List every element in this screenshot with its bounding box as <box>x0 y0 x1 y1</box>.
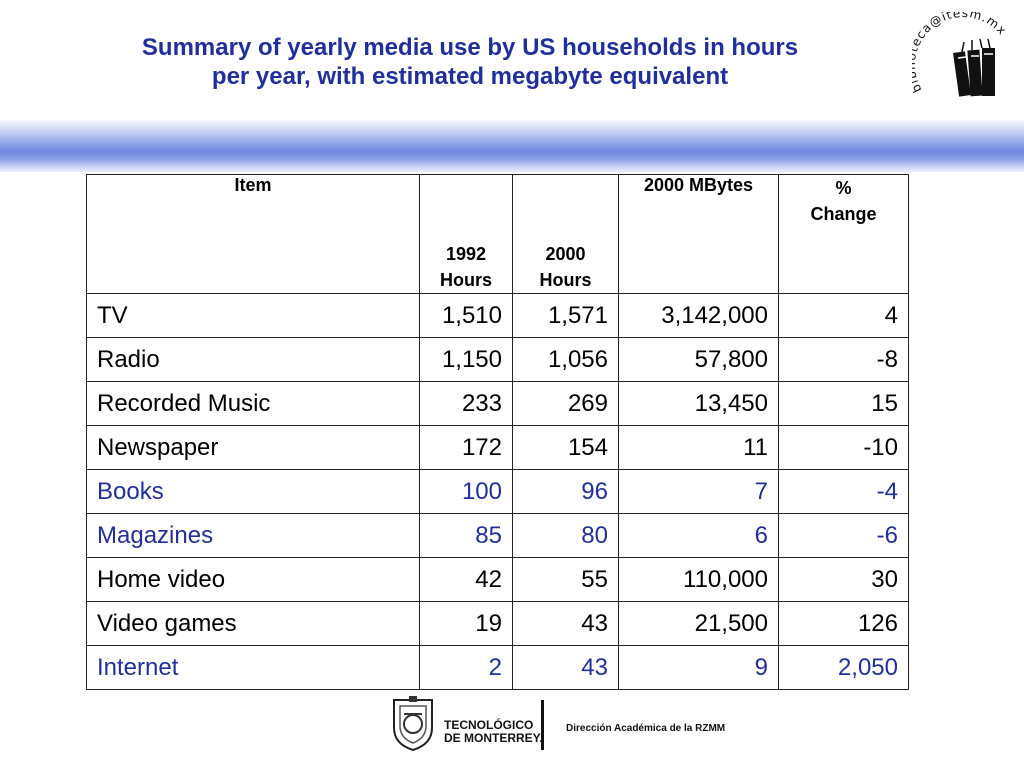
table-row: Recorded Music 233 269 13,450 15 <box>86 381 909 426</box>
cell-2000-mbytes: 7 <box>618 469 779 514</box>
cell-item: Radio <box>86 337 420 382</box>
cell-1992-hours: 85 <box>419 513 513 558</box>
header-2000-line2: Hours <box>539 270 592 290</box>
header-2000-line1: 2000 <box>545 244 586 264</box>
cell-item: TV <box>86 293 420 338</box>
cell-percent-change: 2,050 <box>778 645 909 690</box>
footer-brand: TECNOLÓGICO DE MONTERREY. <box>444 719 543 745</box>
table-row: Internet 2 43 9 2,050 <box>86 645 909 690</box>
decorative-blue-band <box>0 120 1024 172</box>
table-row: Magazines 85 80 6 -6 <box>86 513 909 558</box>
cell-1992-hours: 19 <box>419 601 513 646</box>
cell-2000-hours: 96 <box>512 469 619 514</box>
cell-percent-change: 126 <box>778 601 909 646</box>
cell-item: Internet <box>86 645 420 690</box>
table-body: TV 1,510 1,571 3,142,000 4 Radio 1,150 1,056 57,… <box>86 293 909 690</box>
header-1992-line1: 1992 <box>445 244 487 264</box>
footer-divider <box>541 700 544 750</box>
cell-1992-hours: 172 <box>419 425 513 470</box>
cell-2000-hours: 55 <box>512 557 619 602</box>
cell-2000-mbytes: 21,500 <box>618 601 779 646</box>
header-percent-change: % Change <box>778 174 909 294</box>
cell-1992-hours: 1,510 <box>419 293 513 338</box>
table-row: Newspaper 172 154 11 -10 <box>86 425 909 470</box>
cell-percent-change: -6 <box>778 513 909 558</box>
title-line-2: per year, with estimated megabyte equiva… <box>211 63 729 90</box>
cell-2000-hours: 43 <box>512 645 619 690</box>
title-line-1: Summary of yearly media use by US househ… <box>141 34 799 61</box>
cell-2000-mbytes: 6 <box>618 513 779 558</box>
header-item: Item <box>86 174 420 294</box>
cell-percent-change: 4 <box>778 293 909 338</box>
tec-shield-logo <box>393 696 433 752</box>
table-row: Radio 1,150 1,056 57,800 -8 <box>86 337 909 382</box>
cell-1992-hours: 233 <box>419 381 513 426</box>
header-2000-mbytes: 2000 MBytes <box>618 174 779 294</box>
cell-2000-hours: 154 <box>512 425 619 470</box>
cell-2000-mbytes: 9 <box>618 645 779 690</box>
table-row: Video games 19 43 21,500 126 <box>86 601 909 646</box>
slide-title: Summary of yearly media use by US househ… <box>40 33 900 91</box>
cell-2000-hours: 269 <box>512 381 619 426</box>
cell-2000-mbytes: 3,142,000 <box>618 293 779 338</box>
cell-2000-hours: 1,056 <box>512 337 619 382</box>
books-icon <box>952 38 995 97</box>
table-header-row: Item 1992 Hours 2000 Hours 2000 MBytes %… <box>86 174 909 294</box>
cell-item: Magazines <box>86 513 420 558</box>
library-logo: biblioteca@itesm.mx <box>912 12 1009 97</box>
cell-item: Home video <box>86 557 420 602</box>
header-2000-hours: 2000 Hours <box>512 174 619 294</box>
cell-2000-mbytes: 11 <box>618 425 779 470</box>
cell-1992-hours: 1,150 <box>419 337 513 382</box>
table-row: Home video 42 55 110,000 30 <box>86 557 909 602</box>
cell-1992-hours: 42 <box>419 557 513 602</box>
cell-percent-change: 15 <box>778 381 909 426</box>
header-change-line1: % <box>835 178 852 198</box>
cell-1992-hours: 2 <box>419 645 513 690</box>
cell-2000-mbytes: 110,000 <box>618 557 779 602</box>
header-1992-line2: Hours <box>439 270 492 290</box>
cell-percent-change: -4 <box>778 469 909 514</box>
cell-2000-mbytes: 57,800 <box>618 337 779 382</box>
cell-percent-change: 30 <box>778 557 909 602</box>
header-1992-hours: 1992 Hours <box>419 174 513 294</box>
cell-item: Recorded Music <box>86 381 420 426</box>
cell-percent-change: -8 <box>778 337 909 382</box>
footer-department: Dirección Académica de la RZMM <box>566 723 726 734</box>
footer-brand-line1: TECNOLÓGICO <box>444 718 534 732</box>
cell-2000-hours: 43 <box>512 601 619 646</box>
header-change-line2: Change <box>810 204 877 224</box>
cell-1992-hours: 100 <box>419 469 513 514</box>
cell-2000-mbytes: 13,450 <box>618 381 779 426</box>
table-row: Books 100 96 7 -4 <box>86 469 909 514</box>
footer-brand-line2: DE MONTERREY. <box>444 731 543 745</box>
media-use-table: Item 1992 Hours 2000 Hours 2000 MBytes %… <box>86 174 909 690</box>
cell-percent-change: -10 <box>778 425 909 470</box>
cell-item: Books <box>86 469 420 514</box>
cell-item: Video games <box>86 601 420 646</box>
table-row: TV 1,510 1,571 3,142,000 4 <box>86 293 909 338</box>
cell-2000-hours: 80 <box>512 513 619 558</box>
cell-2000-hours: 1,571 <box>512 293 619 338</box>
cell-item: Newspaper <box>86 425 420 470</box>
